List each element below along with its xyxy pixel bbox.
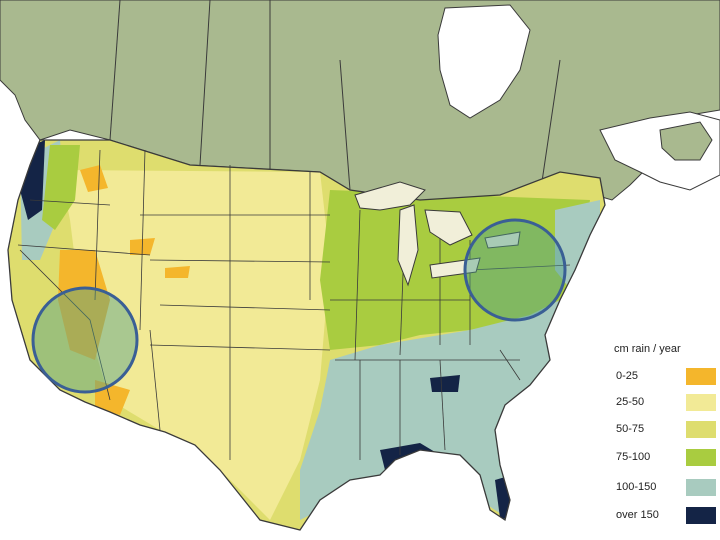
highlight-circle-northeast — [463, 218, 567, 322]
legend-item: 50-75 — [612, 419, 720, 441]
legend-item: over 150 — [612, 505, 720, 527]
legend-swatch — [686, 507, 716, 524]
us-outline — [7, 139, 606, 531]
newfoundland — [659, 121, 713, 161]
legend-title: cm rain / year — [614, 343, 681, 355]
legend-item: 25-50 — [612, 392, 720, 414]
legend-swatch — [686, 479, 716, 496]
legend-swatch — [686, 368, 716, 385]
legend-label: 25-50 — [616, 396, 645, 408]
hudson-bay — [437, 4, 531, 119]
legend-item: 0-25 — [612, 366, 720, 388]
legend-swatch — [686, 449, 716, 466]
legend-swatch — [686, 394, 716, 411]
legend-item: 100-150 — [612, 477, 720, 499]
legend: cm rain / year 0-25 25-50 50-75 75-100 1… — [612, 340, 720, 540]
us-state-borders — [17, 149, 571, 460]
legend-swatch — [686, 421, 716, 438]
legend-item: 75-100 — [612, 447, 720, 469]
canada-province-borders — [109, 0, 561, 196]
highlight-circle-great-basin — [31, 286, 139, 394]
great-lakes — [354, 181, 521, 287]
legend-label: over 150 — [616, 509, 659, 521]
legend-label: 100-150 — [616, 481, 657, 493]
legend-label: 50-75 — [616, 423, 645, 435]
legend-label: 75-100 — [616, 451, 651, 463]
legend-label: 0-25 — [616, 370, 639, 382]
